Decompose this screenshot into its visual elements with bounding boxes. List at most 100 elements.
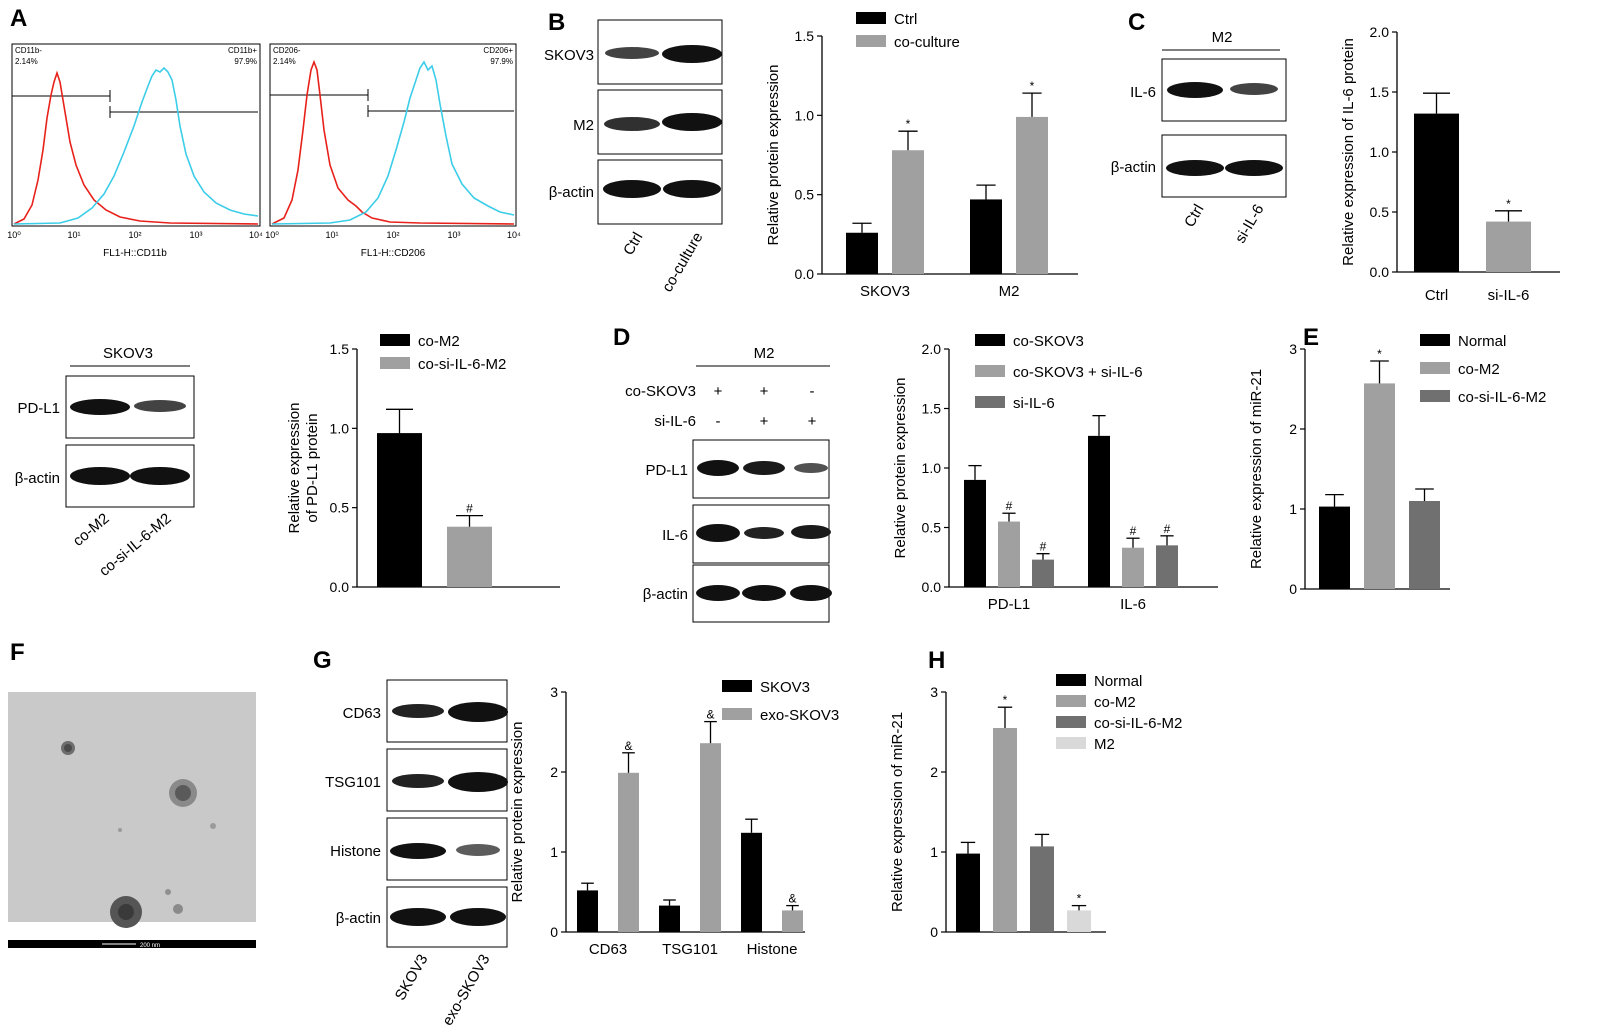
bar (1414, 113, 1459, 272)
y-tick-label: 0.0 (330, 579, 350, 595)
gate-left-pct: 2.14% (15, 57, 38, 66)
blot-band (134, 400, 186, 412)
bar (618, 772, 639, 932)
legend-label: SKOV3 (760, 679, 810, 696)
flow-x-ticks: 10⁰ 10¹ 10² 10³ 10⁴ (265, 230, 521, 240)
legend-swatch (1420, 334, 1450, 346)
blot-band (794, 463, 828, 473)
bar (1409, 501, 1440, 589)
blot-row-label: IL-6 (662, 527, 688, 544)
exosome-particle (210, 823, 216, 829)
significance-mark: & (706, 708, 714, 722)
legend-swatch (975, 334, 1005, 346)
bar (998, 521, 1020, 587)
condition-sign: + (808, 413, 817, 430)
blot-band (1225, 160, 1283, 176)
legend-swatch (1420, 390, 1450, 402)
y-tick-label: 0 (930, 924, 938, 940)
blot-band (70, 399, 130, 415)
y-tick-label: 3 (1289, 341, 1297, 357)
panel-letter-f: F (10, 639, 25, 666)
blot-band (744, 527, 784, 539)
legend-label: Normal (1458, 333, 1506, 350)
y-tick-label: 1.5 (330, 341, 350, 357)
panel-letter-b: B (548, 9, 565, 36)
blot-band (1230, 83, 1278, 95)
blot-row-label: CD63 (343, 705, 381, 722)
panel-letters: A B C D E F G H (10, 5, 1319, 674)
gate-left-bar (12, 90, 111, 102)
significance-mark: # (1164, 522, 1171, 536)
tick-label: 10² (386, 230, 399, 240)
bar-chart-e: 0 1 2 3 Relative expression of miR-21 * Normal… (1248, 333, 1546, 597)
blot-row-label: M2 (573, 117, 594, 134)
legend-swatch (975, 396, 1005, 408)
bar (447, 526, 492, 587)
blot-band (70, 467, 130, 485)
tick-label: 10² (128, 230, 141, 240)
bar (1122, 547, 1144, 587)
blot-band (697, 460, 739, 476)
condition-label: si-IL-6 (654, 413, 696, 430)
legend-label: Normal (1094, 673, 1142, 690)
legend-label: co-si-IL-6-M2 (1458, 389, 1546, 406)
y-tick-label: 3 (550, 684, 558, 700)
blot-band (130, 467, 190, 485)
y-tick-label: 0.5 (1370, 204, 1390, 220)
y-tick-label: 1.5 (1370, 84, 1390, 100)
y-axis-label: Relative expression of IL-6 protein (1340, 38, 1357, 266)
blot-lane-label: SKOV3 (392, 952, 432, 1004)
blot-band (696, 524, 740, 542)
blot-band (1167, 82, 1223, 98)
exosome-particle (165, 889, 171, 895)
blot-band (791, 525, 831, 539)
legend-label: co-SKOV3 (1013, 333, 1084, 350)
flow-x-label: FL1-H::CD11b (103, 248, 167, 259)
blot-lane-label: Ctrl (1181, 202, 1207, 231)
bar (1156, 545, 1178, 587)
legend-label: co-M2 (1458, 361, 1500, 378)
blot-lane-label: Ctrl (620, 230, 646, 259)
flow-x-label: FL1-H::CD206 (361, 248, 426, 259)
bar (1319, 506, 1350, 589)
bar-chart-d: 0.0 0.5 1.0 1.5 2.0 Relative protein expressi… (892, 333, 1218, 613)
panel-letter-e: E (1303, 324, 1319, 351)
blot-row-label: TSG101 (325, 774, 381, 791)
x-category-label: SKOV3 (860, 283, 910, 300)
tick-label: 10¹ (67, 230, 80, 240)
y-tick-label: 2 (550, 764, 558, 780)
bar-chart-b: 0.0 0.5 1.0 1.5 Relative protein expression *… (765, 11, 1078, 300)
blot-band (448, 702, 508, 722)
stained-histogram-curve (271, 60, 515, 225)
y-tick-label: 0.0 (922, 579, 942, 595)
bar-chart-pdl1: 0.0 0.5 1.0 1.5 Relative expression of PD-L1 … (286, 333, 560, 595)
y-tick-label: 2.0 (1370, 24, 1390, 40)
blot-lane-label: co-M2 (70, 510, 113, 550)
gate-left-name: CD11b- (15, 46, 42, 55)
exosome-particle (118, 904, 134, 920)
blot-header: M2 (1212, 29, 1233, 46)
significance-mark: * (1506, 197, 1511, 211)
x-category-label: CD63 (589, 941, 627, 958)
exosome-particle (64, 744, 72, 752)
flow-x-ticks: 10⁰ 10¹ 10² 10³ 10⁴ (7, 230, 263, 240)
blot-band (1166, 160, 1224, 176)
bar (993, 728, 1017, 932)
condition-sign: - (810, 383, 815, 400)
y-tick-label: 1.0 (330, 420, 350, 436)
y-tick-label: 2 (1289, 421, 1297, 437)
flow-frame (269, 43, 517, 227)
panel-letter-c: C (1128, 9, 1145, 36)
tem-scale-label: 200 nm (140, 943, 160, 949)
blot-row-label: β-actin (1111, 159, 1156, 176)
legend-label: co-culture (894, 34, 960, 51)
blot-band (696, 585, 740, 601)
blot-row-label: PD-L1 (645, 462, 688, 479)
bar (964, 479, 986, 587)
legend-label: exo-SKOV3 (760, 707, 839, 724)
tick-label: 10⁴ (249, 230, 263, 240)
bar (659, 905, 680, 932)
condition-sign: + (760, 413, 769, 430)
significance-mark: * (1377, 347, 1382, 361)
legend-swatch (1056, 716, 1086, 728)
